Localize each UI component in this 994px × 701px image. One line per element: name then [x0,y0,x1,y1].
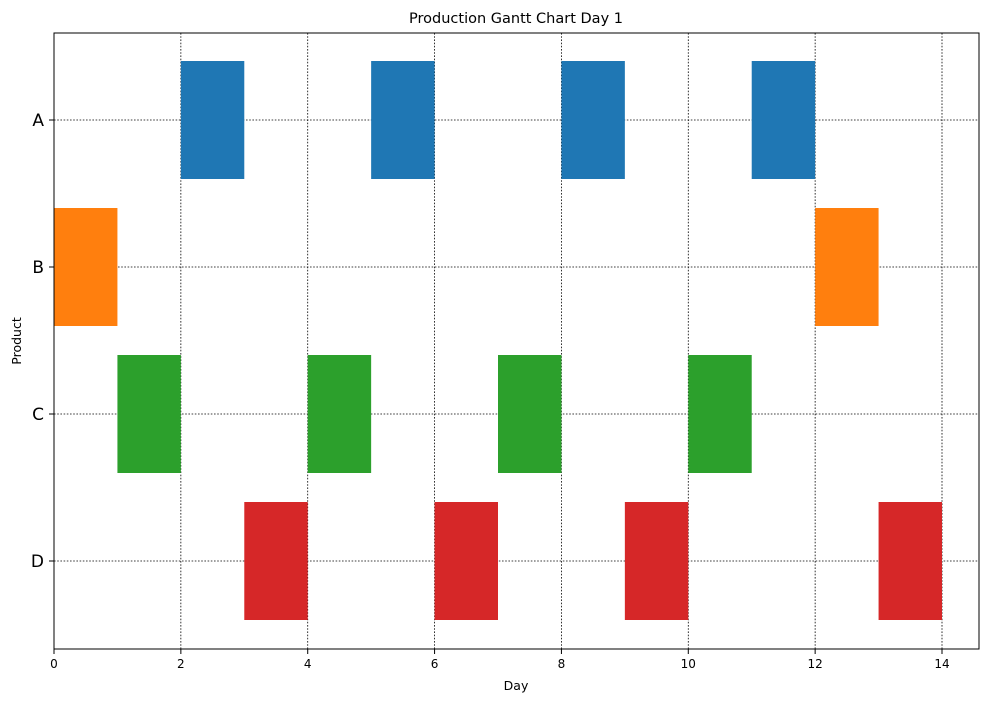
x-tick-label: 0 [50,657,58,671]
plot-frame [53,32,980,650]
bar-a [371,61,435,179]
bar-a [561,61,625,179]
bar-b [54,208,118,326]
x-tick-label: 2 [177,657,185,671]
y-tick-label: A [32,111,44,131]
y-axis-label: Product [9,317,24,365]
bar-c [688,355,752,473]
bar-c [498,355,562,473]
bar-b [815,208,879,326]
x-tick-label: 14 [934,657,949,671]
chart-title: Production Gantt Chart Day 1 [409,11,623,27]
x-axis-ticks: 0 2 4 6 8 10 12 14 [50,649,950,671]
y-axis-ticks: A B C D [31,111,54,572]
x-tick-label: 10 [681,657,696,671]
x-tick-label: 6 [431,657,439,671]
x-tick-label: 4 [304,657,312,671]
x-axis-label: Day [504,678,529,693]
y-tick-label: B [32,258,44,278]
bar-d [878,502,942,620]
bars [54,61,942,620]
bar-d [434,502,498,620]
y-tick-label: C [32,405,44,425]
x-tick-label: 12 [808,657,823,671]
bar-c [117,355,181,473]
bar-a [751,61,816,179]
bar-a [180,61,245,179]
bar-c [307,355,372,473]
bar-d [624,502,689,620]
y-tick-label: D [31,552,44,572]
x-tick-label: 8 [558,657,566,671]
bar-d [244,502,308,620]
